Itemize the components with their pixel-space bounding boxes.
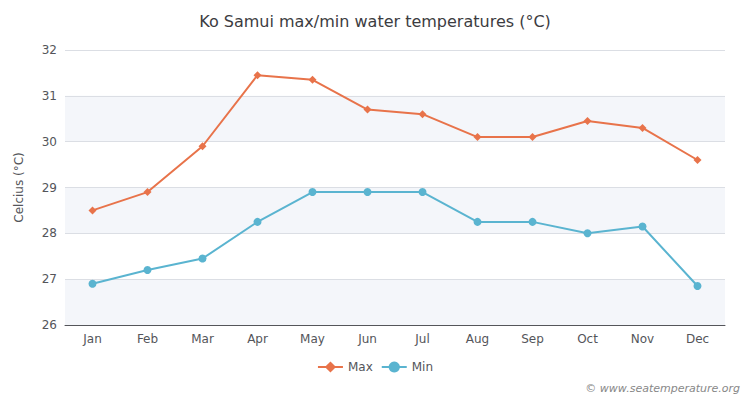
- svg-text:Jan: Jan: [82, 332, 102, 346]
- svg-text:Jun: Jun: [357, 332, 377, 346]
- svg-text:Jul: Jul: [414, 332, 429, 346]
- svg-text:30: 30: [42, 135, 57, 149]
- svg-text:Max: Max: [348, 360, 373, 374]
- svg-text:Apr: Apr: [247, 332, 268, 346]
- svg-text:May: May: [300, 332, 325, 346]
- svg-text:26: 26: [42, 318, 57, 332]
- svg-text:Feb: Feb: [137, 332, 158, 346]
- svg-text:Mar: Mar: [191, 332, 214, 346]
- svg-text:32: 32: [42, 43, 57, 57]
- svg-text:Ko Samui max/min water tempera: Ko Samui max/min water temperatures (°C): [199, 12, 551, 31]
- svg-text:27: 27: [42, 272, 57, 286]
- svg-text:Oct: Oct: [577, 332, 598, 346]
- svg-text:Nov: Nov: [631, 332, 654, 346]
- svg-text:Aug: Aug: [466, 332, 489, 346]
- svg-text:© www.seatemperature.org: © www.seatemperature.org: [585, 382, 740, 395]
- svg-text:28: 28: [42, 226, 57, 240]
- svg-text:Sep: Sep: [521, 332, 544, 346]
- svg-text:Dec: Dec: [686, 332, 709, 346]
- svg-text:Celcius (°C): Celcius (°C): [12, 152, 26, 222]
- svg-text:31: 31: [42, 89, 57, 103]
- svg-text:29: 29: [42, 181, 57, 195]
- svg-text:Min: Min: [412, 360, 433, 374]
